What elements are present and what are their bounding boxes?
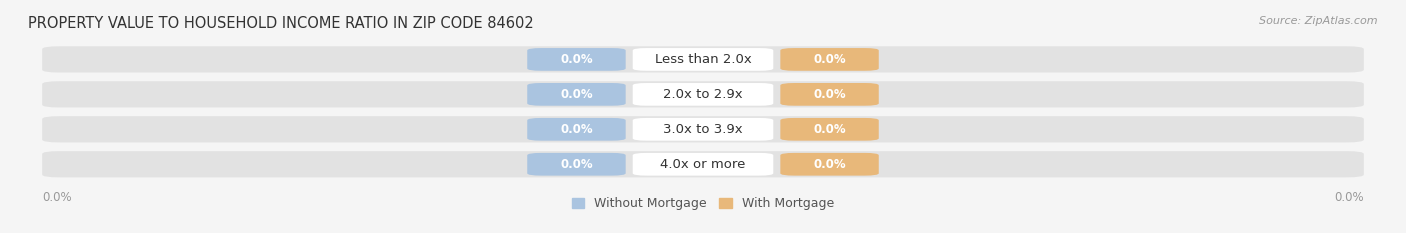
FancyBboxPatch shape (527, 118, 626, 141)
FancyBboxPatch shape (527, 83, 626, 106)
Text: 2.0x to 2.9x: 2.0x to 2.9x (664, 88, 742, 101)
Text: 0.0%: 0.0% (813, 88, 846, 101)
FancyBboxPatch shape (780, 48, 879, 71)
Text: 0.0%: 0.0% (560, 53, 593, 66)
FancyBboxPatch shape (633, 118, 773, 141)
FancyBboxPatch shape (780, 118, 879, 141)
Legend: Without Mortgage, With Mortgage: Without Mortgage, With Mortgage (572, 197, 834, 210)
FancyBboxPatch shape (42, 46, 1364, 72)
FancyBboxPatch shape (633, 83, 773, 106)
FancyBboxPatch shape (780, 153, 879, 176)
Text: Source: ZipAtlas.com: Source: ZipAtlas.com (1260, 16, 1378, 26)
FancyBboxPatch shape (780, 83, 879, 106)
FancyBboxPatch shape (42, 151, 1364, 177)
Text: 3.0x to 3.9x: 3.0x to 3.9x (664, 123, 742, 136)
Text: 4.0x or more: 4.0x or more (661, 158, 745, 171)
Text: 0.0%: 0.0% (560, 88, 593, 101)
FancyBboxPatch shape (633, 153, 773, 176)
FancyBboxPatch shape (633, 48, 773, 71)
Text: 0.0%: 0.0% (560, 158, 593, 171)
Text: 0.0%: 0.0% (1334, 191, 1364, 204)
Text: 0.0%: 0.0% (813, 123, 846, 136)
FancyBboxPatch shape (42, 81, 1364, 107)
Text: Less than 2.0x: Less than 2.0x (655, 53, 751, 66)
Text: 0.0%: 0.0% (560, 123, 593, 136)
FancyBboxPatch shape (527, 153, 626, 176)
Text: 0.0%: 0.0% (813, 53, 846, 66)
Text: 0.0%: 0.0% (813, 158, 846, 171)
Text: PROPERTY VALUE TO HOUSEHOLD INCOME RATIO IN ZIP CODE 84602: PROPERTY VALUE TO HOUSEHOLD INCOME RATIO… (28, 16, 534, 31)
FancyBboxPatch shape (42, 116, 1364, 142)
FancyBboxPatch shape (527, 48, 626, 71)
Text: 0.0%: 0.0% (42, 191, 72, 204)
